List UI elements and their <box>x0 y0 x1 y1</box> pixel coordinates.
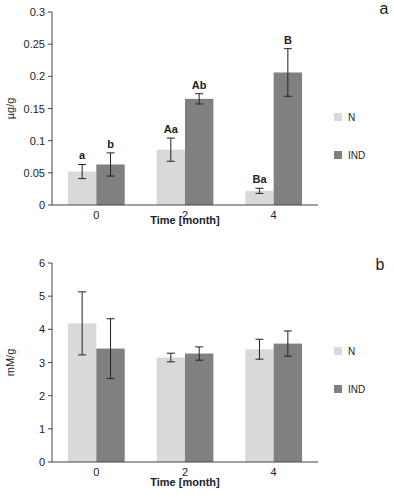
x-axis-label: Time [month] <box>150 214 220 226</box>
y-tick-label: 2 <box>39 390 45 402</box>
y-tick <box>48 462 52 463</box>
error-bar <box>255 188 263 193</box>
x-tick-label: 4 <box>271 466 277 478</box>
error-bar <box>107 153 115 176</box>
y-tick <box>48 329 52 330</box>
legend-label: N <box>348 112 355 123</box>
legend-label: IND <box>348 384 365 395</box>
bar <box>245 191 273 205</box>
annotation: b <box>107 138 114 150</box>
y-tick <box>48 140 52 141</box>
y-tick <box>48 205 52 206</box>
y-tick <box>48 76 52 77</box>
y-tick <box>48 428 52 429</box>
figure: a Aa Ba b Ab B 0 0.05 0.1 0.15 0.2 0.25 0.3 0 2 4 Time [… <box>0 0 394 500</box>
y-tick-label: 0.05 <box>24 167 45 179</box>
error-bar <box>195 94 203 104</box>
marks <box>68 292 302 462</box>
y-tick-label: 0 <box>39 456 45 468</box>
error-bar <box>167 138 175 161</box>
y-tick <box>48 362 52 363</box>
error-bar <box>195 347 203 360</box>
y-tick <box>48 172 52 173</box>
y-tick <box>48 395 52 396</box>
y-tick-label: 1 <box>39 423 45 435</box>
annotation: a <box>79 149 86 161</box>
annotation: Ba <box>252 173 267 185</box>
x-tick-label: 0 <box>93 209 99 221</box>
y-tick-label: 0.3 <box>30 6 45 18</box>
error-bar <box>78 164 86 178</box>
legend-swatch <box>334 347 342 355</box>
marks <box>68 49 302 205</box>
annotation: B <box>284 34 292 46</box>
panel-label: a <box>380 0 389 17</box>
error-bar <box>255 339 263 359</box>
x-tick-label: 0 <box>93 466 99 478</box>
y-axis-label: µg/g <box>4 98 16 120</box>
error-bar <box>78 292 86 355</box>
legend-swatch <box>334 385 342 393</box>
y-tick <box>48 44 52 45</box>
y-tick <box>48 12 52 13</box>
y-tick-label: 0.25 <box>24 38 45 50</box>
y-tick-label: 4 <box>39 323 45 335</box>
bar <box>274 344 302 462</box>
bar <box>185 354 213 462</box>
legend-swatch <box>334 151 342 159</box>
bar <box>185 99 213 205</box>
y-axis-label: mM/g <box>4 349 16 377</box>
x-axis-label: Time [month] <box>150 476 220 488</box>
y-tick-label: 6 <box>39 257 45 269</box>
error-bar <box>167 353 175 362</box>
y-tick-label: 0.15 <box>24 103 45 115</box>
bar <box>157 358 185 462</box>
y-tick-label: 0.1 <box>30 135 45 147</box>
x-tick-label: 4 <box>271 209 277 221</box>
y-tick <box>48 296 52 297</box>
panel-label: b <box>376 256 385 273</box>
x-axis <box>52 462 318 463</box>
error-bar <box>284 49 292 97</box>
legend-swatch <box>334 113 342 121</box>
error-bar <box>284 331 292 356</box>
legend-label: N <box>348 346 355 357</box>
panel: aAaBabAbB00.050.10.150.20.250.3024Time [… <box>4 0 389 226</box>
panel: 0123456024Time [month]mM/gbNIND <box>4 256 385 488</box>
y-tick-label: 0.2 <box>30 70 45 82</box>
y-tick <box>48 108 52 109</box>
chart-root: a Aa Ba b Ab B 0 0.05 0.1 0.15 0.2 0.25 0.3 0 2 4 Time [… <box>0 0 394 500</box>
y-tick-label: 0 <box>39 199 45 211</box>
x-axis <box>52 205 318 206</box>
y-tick-label: 5 <box>39 290 45 302</box>
y-tick <box>48 263 52 264</box>
annotation: Aa <box>164 123 179 135</box>
bar <box>245 349 273 462</box>
legend-label: IND <box>348 150 365 161</box>
error-bar <box>107 319 115 379</box>
annotation: Ab <box>192 79 207 91</box>
y-tick-label: 3 <box>39 357 45 369</box>
